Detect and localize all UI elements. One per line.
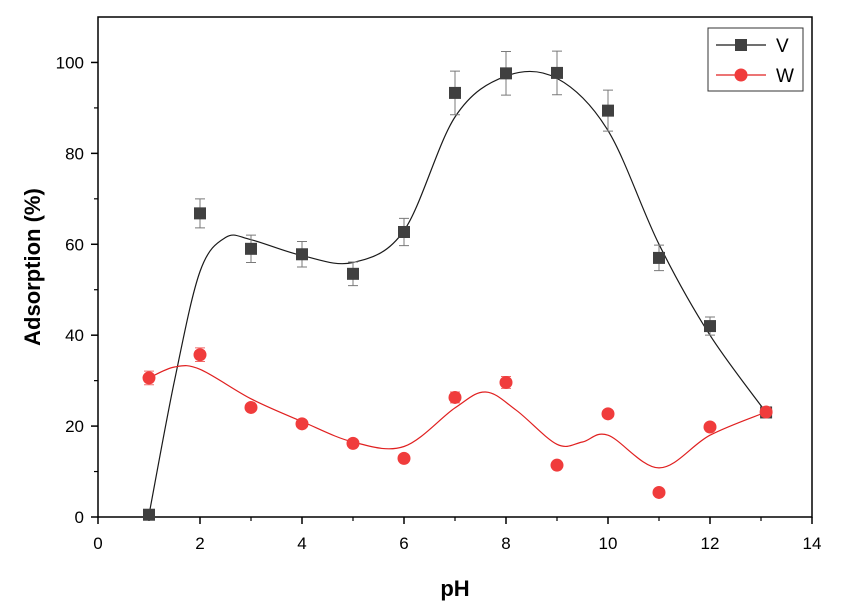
x-tick-label: 12 <box>701 534 720 553</box>
legend-marker-w <box>734 68 748 82</box>
point-v <box>500 67 512 80</box>
x-tick-label: 4 <box>297 534 306 553</box>
point-v <box>347 267 359 280</box>
legend-marker-v <box>735 39 747 51</box>
y-tick-label: 20 <box>65 417 84 436</box>
legend-label-w: W <box>776 66 794 87</box>
legend-box <box>707 27 804 92</box>
x-tick-label: 10 <box>599 534 618 553</box>
point-w <box>652 485 666 499</box>
point-w <box>244 400 258 414</box>
point-v <box>602 104 614 117</box>
point-w <box>703 420 717 434</box>
x-tick-label: 14 <box>803 534 822 553</box>
point-w <box>346 436 360 450</box>
point-w <box>550 458 564 472</box>
legend-label-v: V <box>776 36 789 57</box>
data-points <box>142 66 773 521</box>
y-tick-label: 100 <box>56 53 84 72</box>
point-v <box>704 320 716 333</box>
point-w <box>759 405 773 419</box>
legend: VW <box>707 27 804 92</box>
point-w <box>193 348 207 362</box>
point-w <box>448 390 462 404</box>
fit-curves <box>148 70 767 515</box>
y-axis-title: Adsorption (%) <box>20 188 45 346</box>
fit-curve-v <box>148 70 767 515</box>
y-tick-label: 60 <box>65 235 84 254</box>
point-w <box>397 451 411 465</box>
point-v <box>551 66 563 79</box>
point-v <box>245 242 257 255</box>
y-tick-label: 80 <box>65 144 84 163</box>
point-v <box>398 226 410 238</box>
point-v <box>194 207 206 220</box>
x-tick-label: 0 <box>93 534 102 553</box>
point-v <box>449 86 461 99</box>
y-tick-label: 40 <box>65 326 84 345</box>
point-v <box>143 508 155 521</box>
x-tick-label: 8 <box>501 534 510 553</box>
point-w <box>295 417 309 431</box>
point-v <box>296 248 308 261</box>
x-tick-label: 6 <box>399 534 408 553</box>
axis-ticks: 0 2 4 6 8 10 12 14 0 20 40 60 80 100 <box>56 53 822 553</box>
fit-curve-w <box>148 365 767 469</box>
point-v <box>653 251 665 264</box>
x-axis-title: pH <box>440 576 469 601</box>
point-w <box>142 371 156 385</box>
y-tick-label: 0 <box>75 508 84 527</box>
point-w <box>601 407 615 421</box>
point-w <box>499 375 513 389</box>
x-tick-label: 2 <box>195 534 204 553</box>
